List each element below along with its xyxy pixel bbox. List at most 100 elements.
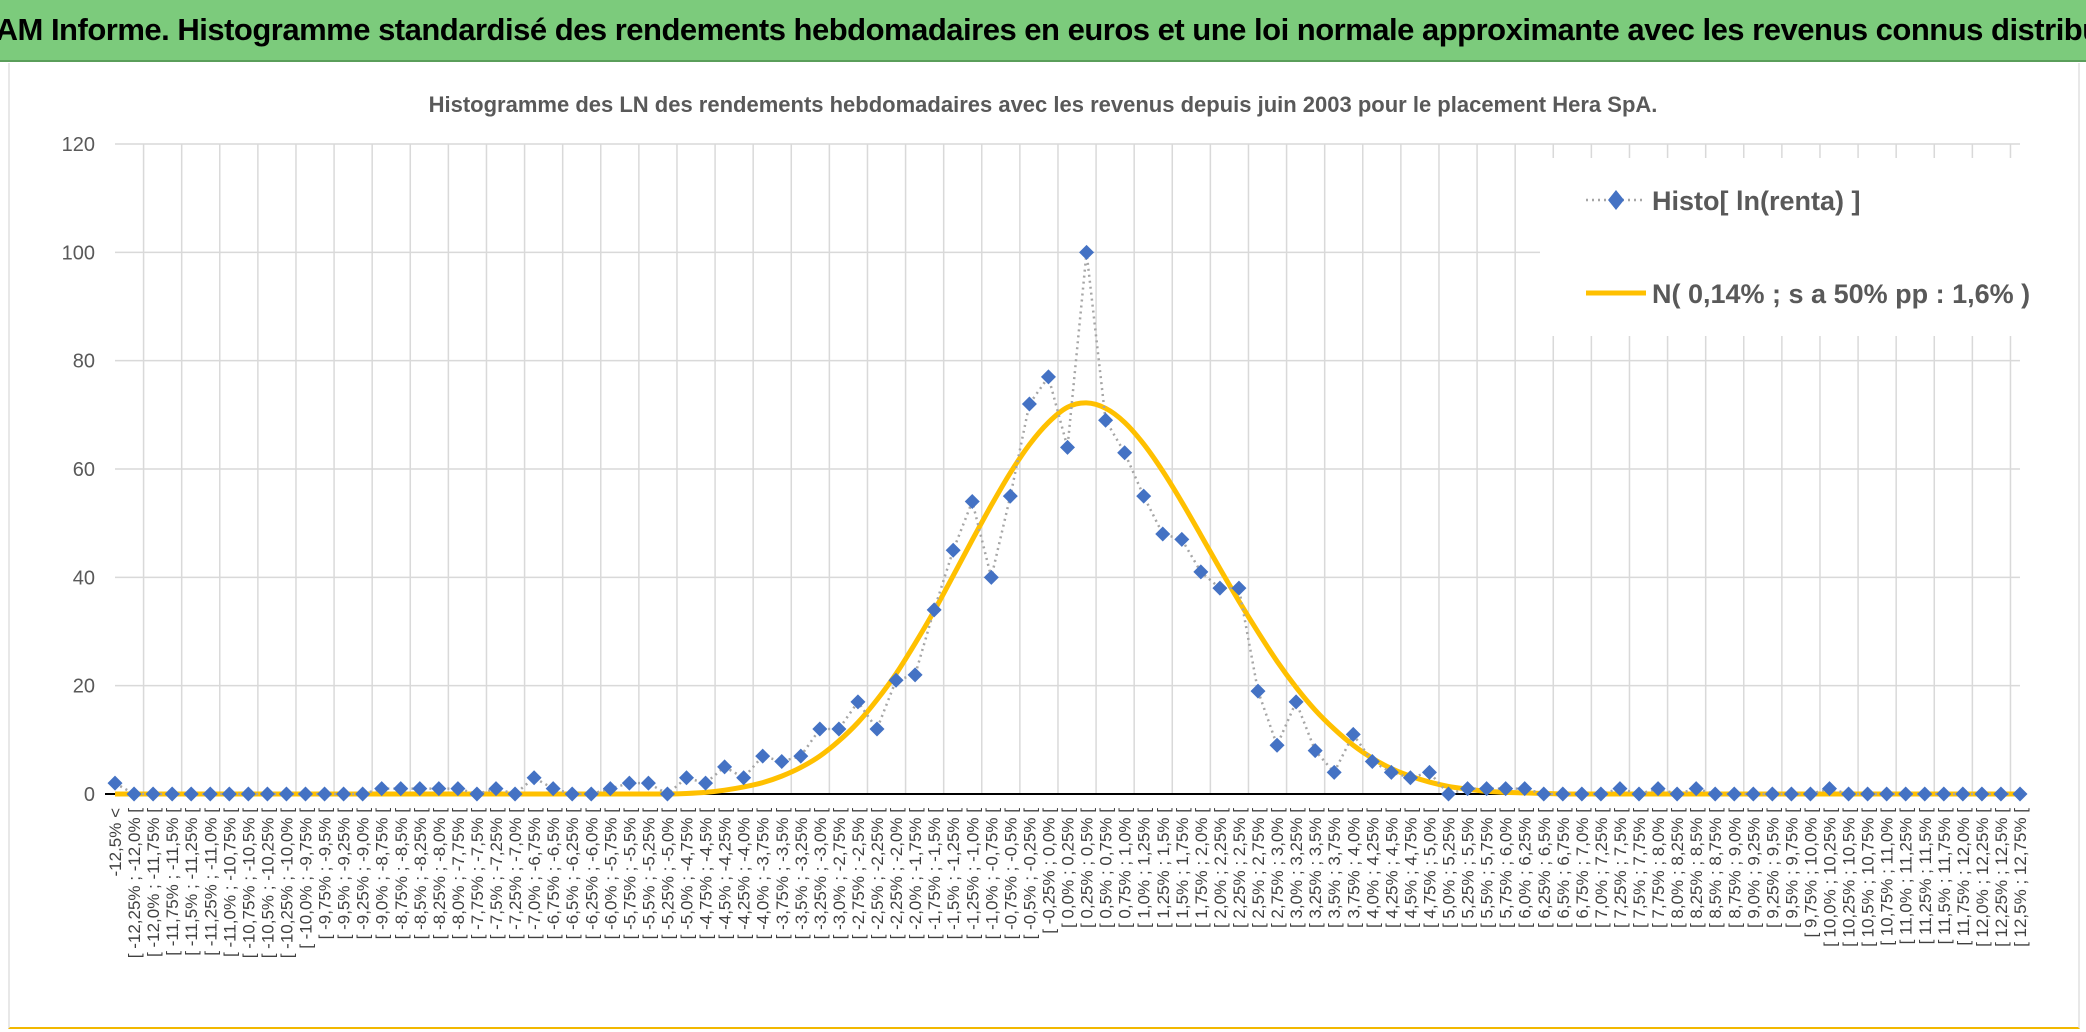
histogram-point xyxy=(1098,412,1114,428)
histogram-point xyxy=(545,781,561,797)
histogram-point xyxy=(1212,580,1228,596)
x-tick-label: [ -0,75% ; -0,5% [ xyxy=(1001,808,1020,940)
x-tick-label: [ -5,5% ; -5,25% [ xyxy=(639,808,658,940)
x-tick-label: [ -2,75% ; -2,5% [ xyxy=(849,808,868,940)
x-tick-label: [ -7,5% ; -7,25% [ xyxy=(487,808,506,940)
x-tick-label: [ 12,0% ; 12,25% [ xyxy=(1973,808,1992,947)
histogram-point xyxy=(164,786,180,802)
histogram-point xyxy=(964,494,980,509)
histogram-point xyxy=(107,775,123,791)
histogram-point xyxy=(1955,786,1971,802)
histogram-point xyxy=(1783,786,1799,802)
x-tick-label: [ 0,75% ; 1,0% [ xyxy=(1116,808,1135,928)
histogram-point xyxy=(1993,786,2009,802)
histogram-point xyxy=(1517,781,1533,797)
y-tick-label: 80 xyxy=(73,351,95,373)
histogram-point xyxy=(736,770,752,786)
histogram-point xyxy=(1364,754,1380,769)
histogram-point xyxy=(355,786,371,802)
x-tick-label: [ -8,75% ; -8,5% [ xyxy=(392,808,411,940)
histogram-point xyxy=(1860,786,1876,802)
histogram-point xyxy=(812,721,828,737)
x-tick-label: [ 10,0% ; 10,25% [ xyxy=(1821,808,1840,947)
x-tick-label: [ 10,5% ; 10,75% [ xyxy=(1859,808,1878,947)
histogram-point xyxy=(1479,781,1495,797)
x-tick-label: [ 11,25% ; 11,5% [ xyxy=(1916,808,1935,945)
histogram-point xyxy=(488,781,504,797)
x-tick-label: [ -12,0% ; -11,75% [ xyxy=(144,808,163,957)
legend-normal-label: N( 0,14% ; s a 50% pp : 1,6% ) xyxy=(1652,279,2030,309)
histogram-point xyxy=(526,770,542,786)
x-tick-label: [ 7,75% ; 8,0% [ xyxy=(1649,808,1668,928)
histogram-point xyxy=(278,786,294,802)
x-tick-label: [ -1,75% ; -1,5% [ xyxy=(925,808,944,940)
histogram-point xyxy=(1136,488,1152,504)
histogram-point xyxy=(393,781,409,797)
x-tick-label: [ -7,75% ; -7,5% [ xyxy=(468,808,487,940)
x-tick-label: -12,5% < xyxy=(106,808,125,877)
x-tick-label: [ 6,5% ; 6,75% [ xyxy=(1554,808,1573,928)
histogram-point xyxy=(1574,786,1590,802)
histogram-point xyxy=(1974,786,1990,802)
x-tick-label: [ -9,75% ; -9,5% [ xyxy=(316,808,335,940)
x-tick-label: [ -11,25% ; -11,0% [ xyxy=(201,808,220,956)
chart-frame xyxy=(8,63,2080,1029)
x-tick-label: [ 10,25% ; 10,5% [ xyxy=(1840,808,1859,947)
histogram-point xyxy=(507,786,523,802)
x-tick-label: [ 9,5% ; 9,75% [ xyxy=(1782,808,1801,928)
histogram-point xyxy=(1707,786,1723,802)
histogram-point xyxy=(1936,786,1952,802)
histogram-point xyxy=(1555,786,1571,802)
x-tick-label: [ -5,25% ; -5,0% [ xyxy=(658,808,677,940)
histogram-point xyxy=(2012,786,2028,802)
histogram-point xyxy=(1593,786,1609,802)
histogram-point xyxy=(1688,781,1704,797)
histogram-point xyxy=(717,759,733,775)
histogram-point xyxy=(1060,439,1075,455)
x-tick-label: [ -4,25% ; -4,0% [ xyxy=(735,808,754,940)
x-tick-label: [ -9,25% ; -9,0% [ xyxy=(354,808,373,940)
y-tick-label: 40 xyxy=(73,567,95,589)
histogram-point xyxy=(621,775,637,791)
x-tick-label: [ -10,5% ; -10,25% [ xyxy=(258,808,277,959)
x-tick-label: [ 4,75% ; 5,0% [ xyxy=(1420,808,1439,928)
x-tick-label: [ 0,5% ; 0,75% [ xyxy=(1097,808,1116,928)
x-tick-label: [ -1,0% ; -0,75% [ xyxy=(982,808,1001,940)
x-tick-label: [ -6,5% ; -6,25% [ xyxy=(563,808,582,940)
x-tick-label: [ 9,0% ; 9,25% [ xyxy=(1744,808,1763,928)
x-tick-label: [ -6,0% ; -5,75% [ xyxy=(601,808,620,940)
histogram-point xyxy=(1079,244,1095,260)
histogram-point xyxy=(145,786,161,802)
histogram-point xyxy=(945,542,961,558)
histogram-point xyxy=(412,781,428,797)
histogram-points xyxy=(107,244,2028,802)
y-tick-label: 60 xyxy=(73,459,95,481)
x-tick-label: [ 8,25% ; 8,5% [ xyxy=(1687,808,1706,928)
histogram-point xyxy=(1498,781,1514,797)
histogram-point xyxy=(202,786,218,802)
chart-title: Histogramme des LN des rendements hebdom… xyxy=(429,92,1658,117)
x-tick-label: [ 7,25% ; 7,5% [ xyxy=(1611,808,1630,928)
x-tick-label: [ 6,0% ; 6,25% [ xyxy=(1516,808,1535,928)
x-tick-label: [ 9,25% ; 9,5% [ xyxy=(1763,808,1782,928)
x-tick-label: [ 5,0% ; 5,25% [ xyxy=(1440,808,1459,928)
histogram-point xyxy=(850,694,866,710)
x-tick-label: [ 10,75% ; 11,0% [ xyxy=(1878,808,1897,946)
histogram-point xyxy=(1802,786,1818,802)
histogram-point xyxy=(1764,786,1780,802)
legend-histo-marker xyxy=(1608,190,1624,210)
x-tick-label: [ 5,25% ; 5,5% [ xyxy=(1459,808,1478,928)
histogram-point xyxy=(640,775,656,791)
x-tick-label: [ 3,25% ; 3,5% [ xyxy=(1306,808,1325,928)
histogram-point xyxy=(907,667,923,683)
histogram-point xyxy=(1288,694,1304,710)
legend: Histo[ ln(renta) ] N( 0,14% ; s a 50% pp… xyxy=(1540,158,2036,336)
x-tick-label: [ 1,5% ; 1,75% [ xyxy=(1173,808,1192,928)
histogram-point xyxy=(1441,786,1456,802)
legend-histo-label: Histo[ ln(renta) ] xyxy=(1652,186,1861,216)
histogram-point xyxy=(602,781,618,797)
x-tick-label: [ 2,25% ; 2,5% [ xyxy=(1230,808,1249,928)
x-tick-label: [ -4,75% ; -4,5% [ xyxy=(697,808,716,940)
histogram-point xyxy=(1745,786,1761,802)
histogram-point xyxy=(1898,786,1914,802)
